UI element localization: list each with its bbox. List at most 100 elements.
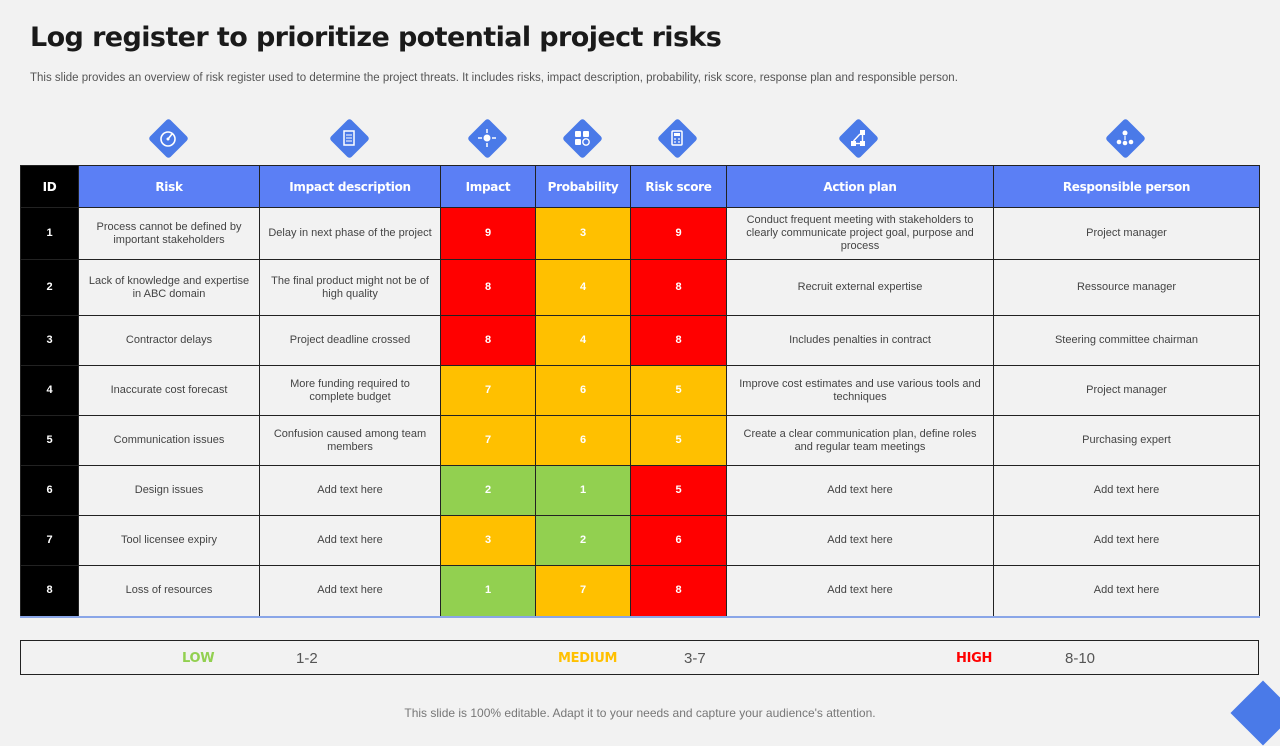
table-row: 5 Communication issues Confusion caused …	[20, 415, 1260, 466]
cell-probability: 7	[535, 565, 631, 618]
header-id: ID	[20, 165, 79, 208]
cell-action-plan: Recruit external expertise	[726, 259, 994, 316]
cell-probability: 6	[535, 365, 631, 416]
footer-note: This slide is 100% editable. Adapt it to…	[404, 706, 876, 720]
legend-low-range: 1-2	[296, 650, 318, 667]
cell-responsible-person: Add text here	[993, 565, 1260, 618]
cell-responsible-person: Project manager	[993, 207, 1260, 260]
header-impact: Impact	[440, 165, 536, 208]
cell-probability: 4	[535, 259, 631, 316]
cell-id: 3	[20, 315, 79, 366]
risk-legend: LOW 1-2 MEDIUM 3-7 HIGH 8-10	[20, 640, 1259, 675]
cell-risk: Tool licensee expiry	[78, 515, 260, 566]
cell-responsible-person: Project manager	[993, 365, 1260, 416]
cell-impact-description: Add text here	[259, 565, 441, 618]
cell-risk: Process cannot be defined by important s…	[78, 207, 260, 260]
table-row: 6 Design issues Add text here 2 1 5 Add …	[20, 465, 1260, 516]
cell-responsible-person: Steering committee chairman	[993, 315, 1260, 366]
header-impact-description: Impact description	[259, 165, 441, 208]
cell-id: 8	[20, 565, 79, 618]
cell-probability: 1	[535, 465, 631, 516]
cell-responsible-person: Add text here	[993, 515, 1260, 566]
table-row: 1 Process cannot be defined by important…	[20, 207, 1260, 260]
cell-action-plan: Add text here	[726, 565, 994, 618]
target-arrows-icon	[466, 117, 508, 159]
table-header-row: ID Risk Impact description Impact Probab…	[20, 165, 1260, 208]
cell-impact-description: Add text here	[259, 515, 441, 566]
cell-impact: 9	[440, 207, 536, 260]
legend-low-label: LOW	[182, 651, 215, 666]
cell-probability: 4	[535, 315, 631, 366]
cell-impact: 1	[440, 565, 536, 618]
cell-risk-score: 6	[630, 515, 727, 566]
cell-id: 6	[20, 465, 79, 516]
corner-decoration	[1230, 680, 1280, 746]
cell-risk-score: 8	[630, 315, 727, 366]
header-responsible-person: Responsible person	[993, 165, 1260, 208]
cell-risk-score: 5	[630, 415, 727, 466]
legend-high-label: HIGH	[956, 651, 993, 666]
header-risk-score: Risk score	[630, 165, 727, 208]
cell-impact: 8	[440, 315, 536, 366]
legend-medium-range: 3-7	[684, 650, 706, 667]
cell-risk-score: 9	[630, 207, 727, 260]
cell-action-plan: Add text here	[726, 515, 994, 566]
header-risk: Risk	[78, 165, 260, 208]
risk-register-table: ID Risk Impact description Impact Probab…	[20, 165, 1260, 618]
cell-id: 5	[20, 415, 79, 466]
cell-action-plan: Includes penalties in contract	[726, 315, 994, 366]
cell-probability: 6	[535, 415, 631, 466]
gauge-icon	[147, 117, 189, 159]
cell-impact: 8	[440, 259, 536, 316]
cell-action-plan: Create a clear communication plan, defin…	[726, 415, 994, 466]
cell-risk-score: 8	[630, 259, 727, 316]
cell-impact-description: Delay in next phase of the project	[259, 207, 441, 260]
document-icon	[328, 117, 370, 159]
cell-risk-score: 5	[630, 465, 727, 516]
page-title: Log register to prioritize potential pro…	[30, 22, 722, 53]
cell-impact-description: Project deadline crossed	[259, 315, 441, 366]
cell-responsible-person: Purchasing expert	[993, 415, 1260, 466]
team-icon	[1104, 117, 1146, 159]
cell-impact-description: The final product might not be of high q…	[259, 259, 441, 316]
cell-impact-description: More funding required to complete budget	[259, 365, 441, 416]
page-subtitle: This slide provides an overview of risk …	[30, 72, 958, 84]
cell-impact: 3	[440, 515, 536, 566]
cell-risk: Lack of knowledge and expertise in ABC d…	[78, 259, 260, 316]
cell-risk: Loss of resources	[78, 565, 260, 618]
cell-id: 7	[20, 515, 79, 566]
header-probability: Probability	[535, 165, 631, 208]
table-row: 4 Inaccurate cost forecast More funding …	[20, 365, 1260, 416]
cell-action-plan: Improve cost estimates and use various t…	[726, 365, 994, 416]
cell-risk: Design issues	[78, 465, 260, 516]
cell-impact-description: Add text here	[259, 465, 441, 516]
cell-action-plan: Conduct frequent meeting with stakeholde…	[726, 207, 994, 260]
legend-medium-label: MEDIUM	[558, 651, 618, 666]
cell-responsible-person: Ressource manager	[993, 259, 1260, 316]
table-row: 8 Loss of resources Add text here 1 7 8 …	[20, 565, 1260, 618]
cell-probability: 3	[535, 207, 631, 260]
cell-impact: 7	[440, 365, 536, 416]
cell-impact: 7	[440, 415, 536, 466]
header-action-plan: Action plan	[726, 165, 994, 208]
table-row: 7 Tool licensee expiry Add text here 3 2…	[20, 515, 1260, 566]
cell-risk: Communication issues	[78, 415, 260, 466]
cell-risk-score: 5	[630, 365, 727, 416]
table-row: 2 Lack of knowledge and expertise in ABC…	[20, 259, 1260, 316]
cell-risk: Contractor delays	[78, 315, 260, 366]
table-row: 3 Contractor delays Project deadline cro…	[20, 315, 1260, 366]
cell-probability: 2	[535, 515, 631, 566]
dice-icon	[561, 117, 603, 159]
cell-impact: 2	[440, 465, 536, 516]
calculator-icon	[656, 117, 698, 159]
cell-risk-score: 8	[630, 565, 727, 618]
cell-responsible-person: Add text here	[993, 465, 1260, 516]
cell-id: 2	[20, 259, 79, 316]
cell-impact-description: Confusion caused among team members	[259, 415, 441, 466]
cell-id: 4	[20, 365, 79, 416]
cell-action-plan: Add text here	[726, 465, 994, 516]
legend-high-range: 8-10	[1065, 650, 1096, 667]
cell-risk: Inaccurate cost forecast	[78, 365, 260, 416]
flowchart-icon	[837, 117, 879, 159]
cell-id: 1	[20, 207, 79, 260]
